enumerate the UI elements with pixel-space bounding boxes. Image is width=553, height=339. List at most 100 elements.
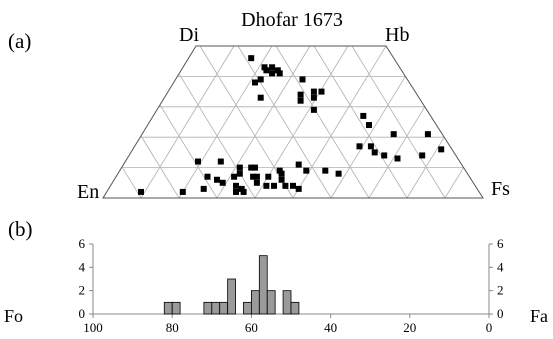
right-y-tick-label: 4: [497, 259, 504, 274]
grid-line: [178, 73, 256, 199]
grid-line: [237, 45, 332, 199]
data-point: [371, 149, 378, 156]
panel-b-label: (b): [8, 217, 33, 241]
histogram-bar: [290, 301, 300, 315]
data-point: [276, 167, 283, 174]
x-tick-label: 0: [486, 320, 493, 335]
grid-line: [254, 45, 349, 199]
data-point: [248, 164, 255, 171]
corner-label-fs: Fs: [491, 178, 510, 200]
data-point: [295, 185, 302, 192]
histogram-bar: [203, 301, 213, 315]
data-point: [276, 70, 283, 77]
data-point: [214, 176, 220, 183]
data-point: [257, 76, 264, 83]
data-point: [219, 179, 226, 186]
data-point: [290, 182, 296, 189]
data-point: [263, 67, 270, 74]
data-point: [269, 70, 276, 77]
x-tick-label: 20: [403, 320, 416, 335]
corner-label-en: En: [77, 181, 99, 203]
data-point: [200, 185, 207, 192]
grid-line: [178, 45, 273, 199]
right-y-tick-label: 0: [497, 306, 504, 321]
data-point: [236, 164, 243, 171]
grid-line: [121, 166, 142, 199]
histogram-bar: [258, 255, 268, 315]
grid-line: [275, 45, 370, 199]
data-point: [236, 170, 243, 177]
data-point: [261, 64, 268, 71]
left-y-tick-label: 4: [79, 259, 86, 274]
data-point: [250, 173, 257, 180]
histogram-bar: [219, 301, 229, 315]
x-tick-label: 80: [166, 320, 179, 335]
data-point: [238, 185, 245, 192]
histogram-bar: [250, 290, 260, 315]
data-point: [295, 161, 302, 168]
data-point: [335, 170, 342, 177]
x-tick-label: 40: [324, 320, 337, 335]
data-point: [217, 158, 224, 165]
grid-line: [313, 45, 408, 199]
panel-a-label: (a): [8, 29, 31, 53]
data-point: [263, 182, 270, 189]
data-point: [252, 164, 258, 171]
data-point: [303, 167, 310, 174]
histogram-bar: [171, 301, 181, 315]
left-y-tick-label: 2: [79, 283, 86, 298]
right-y-tick-label: 6: [497, 236, 504, 251]
data-point: [252, 79, 258, 86]
data-point: [438, 146, 445, 153]
x-axis-label-fo: Fo: [4, 306, 23, 326]
data-point: [248, 55, 255, 62]
grid-line: [406, 136, 445, 199]
data-point: [278, 170, 285, 177]
data-point: [310, 88, 317, 95]
grid-line: [444, 167, 464, 199]
grid-line: [159, 104, 218, 199]
data-point: [253, 179, 260, 186]
data-point: [366, 122, 372, 129]
x-tick-label: 100: [83, 320, 103, 335]
data-points: [138, 55, 445, 195]
data-point: [310, 94, 317, 101]
data-point: [310, 106, 317, 113]
data-point: [297, 97, 304, 104]
data-point: [278, 176, 285, 183]
data-point: [179, 188, 186, 195]
data-point: [367, 143, 374, 150]
data-point: [271, 182, 277, 189]
data-point: [356, 143, 363, 150]
data-point: [138, 188, 144, 195]
grid-line: [216, 45, 311, 199]
right-y-tick-label: 2: [497, 283, 504, 298]
histogram-bar: [266, 290, 276, 315]
data-point: [257, 94, 264, 101]
data-point: [424, 131, 431, 138]
data-point: [240, 188, 247, 195]
histogram-bar: [227, 278, 236, 315]
quadrilateral-plot: (a) Dhofar 1673 Di Hb En Fs: [8, 9, 510, 203]
data-point: [274, 67, 281, 74]
data-point: [394, 155, 401, 162]
data-point: [269, 64, 276, 71]
grid-line: [330, 76, 406, 199]
data-point: [204, 173, 211, 180]
quadrilateral-grid: [121, 45, 464, 199]
data-point: [381, 152, 388, 159]
data-point: [360, 112, 367, 119]
y-axis-label-fa: Fa: [530, 306, 548, 326]
histogram-bar: [163, 301, 173, 315]
data-point: [282, 182, 289, 189]
data-point: [265, 173, 272, 180]
data-point: [419, 152, 426, 159]
corner-label-di: Di: [179, 24, 199, 46]
grid-line: [140, 45, 235, 199]
data-point: [318, 88, 325, 95]
grid-line: [351, 45, 446, 199]
grid-line: [140, 135, 180, 199]
